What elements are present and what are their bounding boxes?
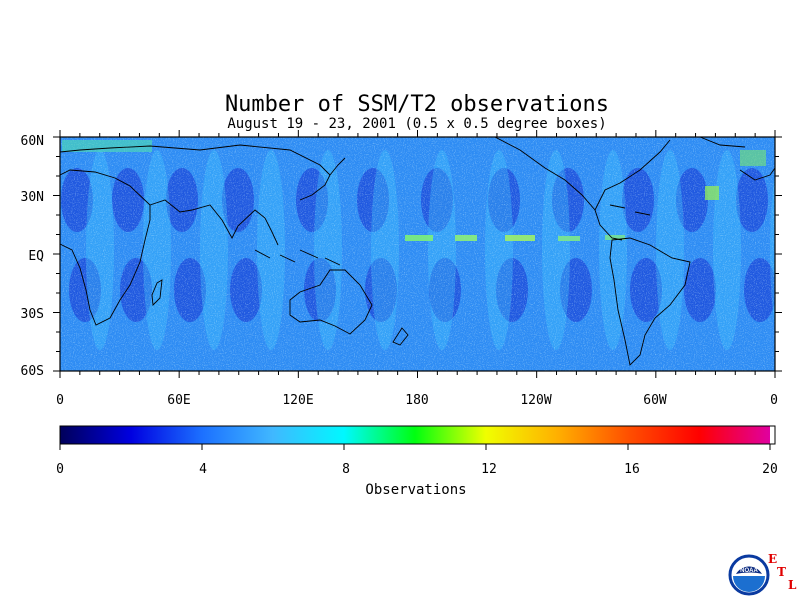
- colorbar-tick-4: 4: [199, 462, 207, 477]
- axis-ticks: [53, 130, 782, 378]
- equatorial-band: [62, 140, 766, 241]
- colorbar: [59, 425, 776, 450]
- colorbar-gradient: [60, 426, 770, 444]
- lon-label-60e: 60E: [167, 393, 191, 408]
- noaa-logo: NOAA: [728, 554, 770, 596]
- lat-label-60s: 60S: [20, 364, 44, 379]
- colorbar-tick-0: 0: [56, 462, 64, 477]
- map-data-field: [60, 137, 775, 371]
- colorbar-frame: [59, 425, 776, 445]
- lon-label-0-east: 0: [770, 393, 778, 408]
- lat-label-30s: 30S: [20, 307, 44, 322]
- chart-subtitle: August 19 - 23, 2001 (0.5 x 0.5 degree b…: [227, 116, 607, 132]
- etl-letter-e: E: [768, 552, 778, 566]
- noaa-logo-text: NOAA: [740, 568, 758, 574]
- colorbar-tick-16: 16: [624, 462, 640, 477]
- colorbar-tick-8: 8: [342, 462, 350, 477]
- coastlines: [60, 137, 775, 366]
- etl-letter-t: T: [777, 565, 786, 579]
- colorbar-tick-20: 20: [762, 462, 778, 477]
- lon-label-120e: 120E: [282, 393, 314, 408]
- lon-label-60w: 60W: [643, 393, 667, 408]
- lon-label-0: 0: [56, 393, 64, 408]
- lat-label-30n: 30N: [20, 190, 44, 205]
- colorbar-title: Observations: [365, 482, 467, 498]
- lon-label-180: 180: [405, 393, 429, 408]
- chart-title: Number of SSM/T2 observations: [224, 92, 610, 117]
- lat-label-eq: EQ: [28, 249, 44, 264]
- noaa-wave: [733, 576, 765, 592]
- lat-label-60n: 60N: [20, 134, 44, 149]
- colorbar-tick-12: 12: [481, 462, 497, 477]
- etl-letter-l: L: [788, 578, 797, 592]
- lon-label-120w: 120W: [520, 393, 552, 408]
